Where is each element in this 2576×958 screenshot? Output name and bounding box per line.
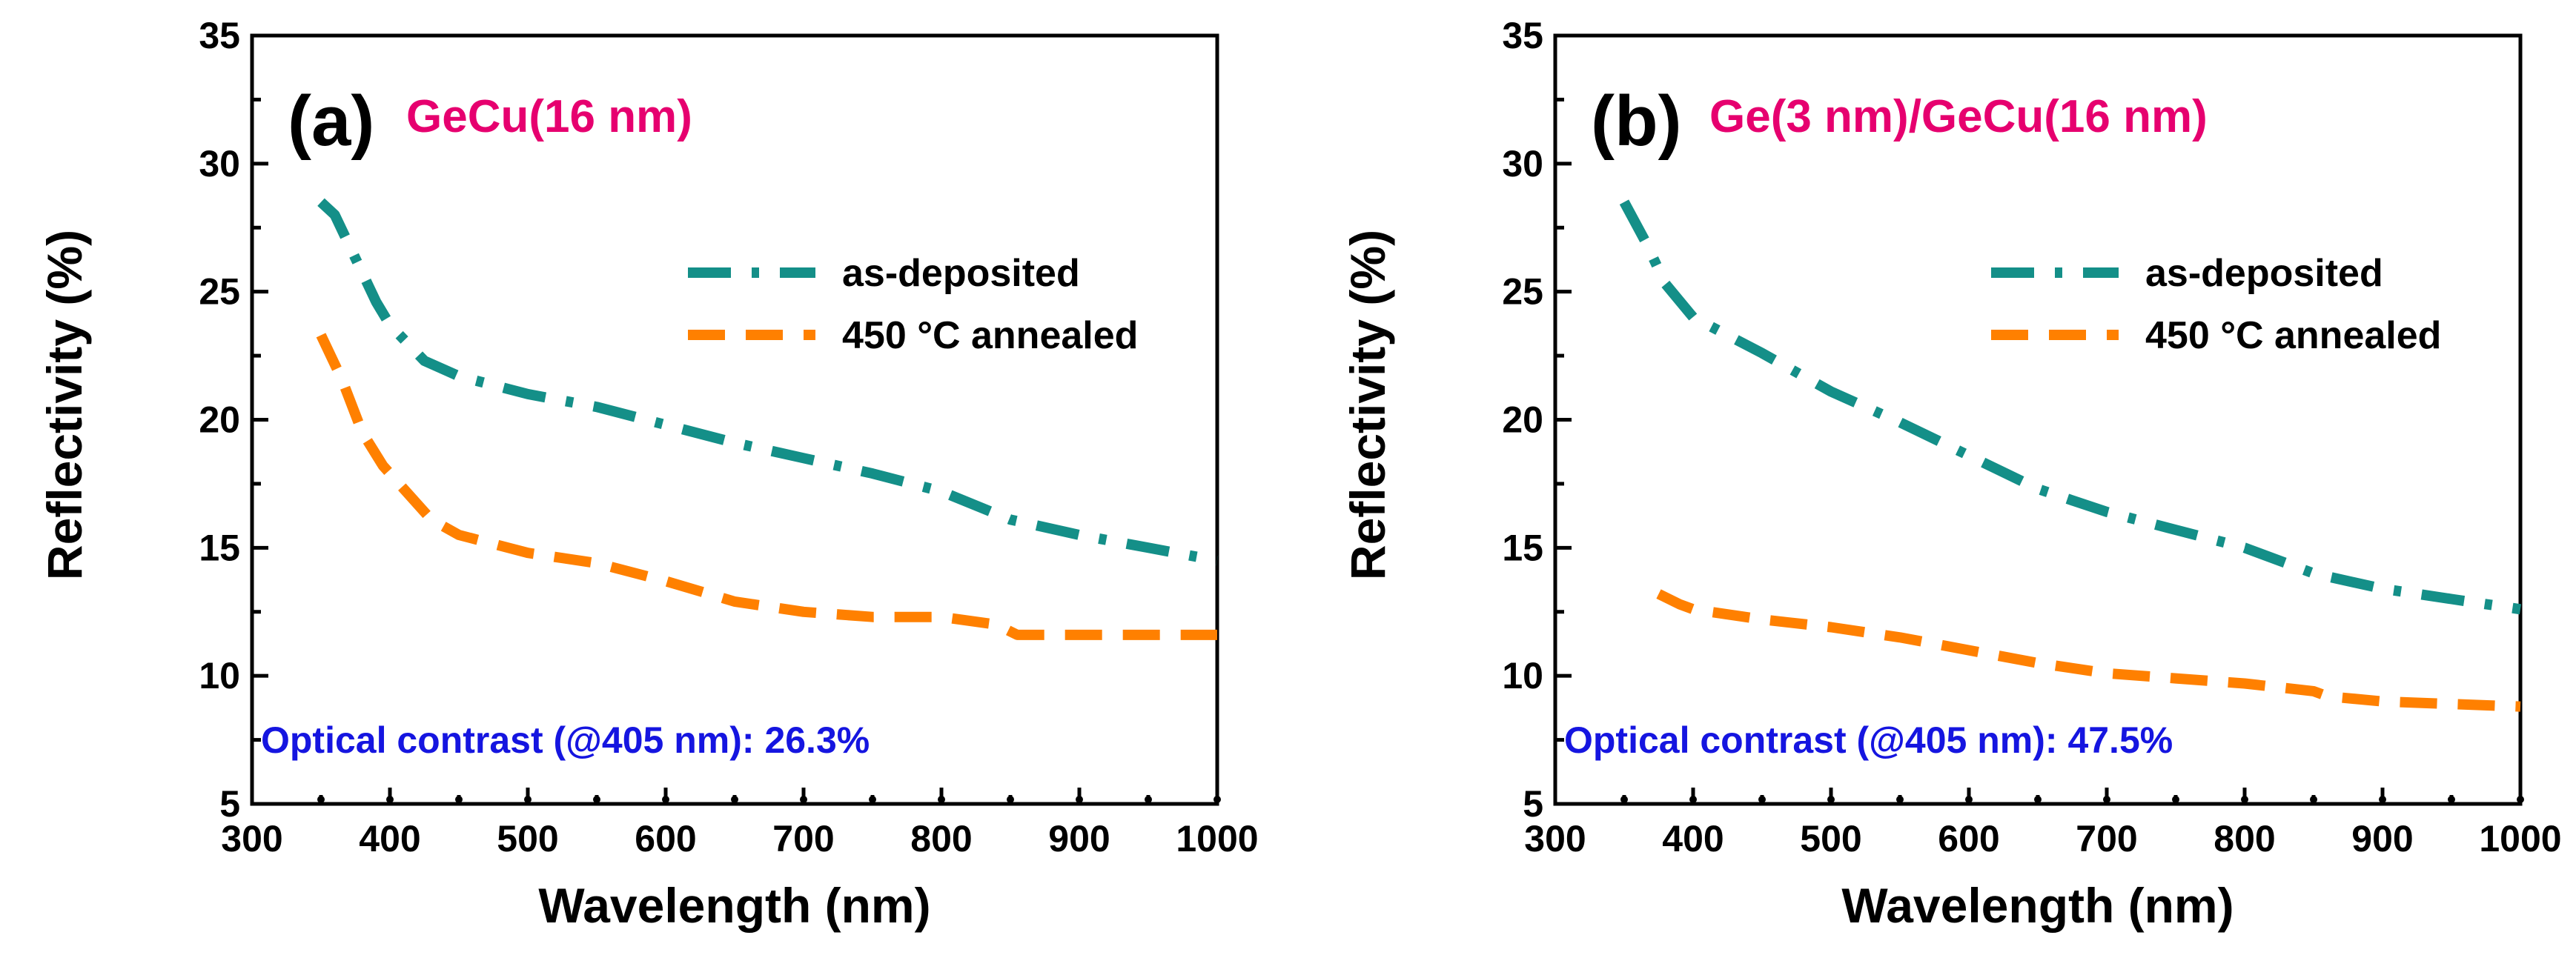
series-line-as-deposited xyxy=(1619,199,2522,615)
y-tick-label: 20 xyxy=(1502,399,1543,441)
x-tick-label: 700 xyxy=(772,818,834,859)
x-axis-dot xyxy=(2517,796,2524,803)
y-tick-label: 5 xyxy=(1523,783,1543,825)
legend-label: as-deposited xyxy=(2145,252,2383,295)
panel-label: (a) xyxy=(288,82,374,161)
y-axis-title: Reflectivity (%) xyxy=(1340,230,1395,580)
legend-label: 450 °C annealed xyxy=(2145,314,2441,357)
series-line-annealed xyxy=(1656,589,2521,712)
y-tick-label: 10 xyxy=(1502,655,1543,696)
panel-b: 300 400 500 600 700 800 900 1000 5 10 15 20 25 30 35 Wa… xyxy=(1340,15,2562,933)
x-tick-label: 900 xyxy=(1048,818,1110,859)
x-tick-label: 400 xyxy=(359,818,420,859)
x-tick-label: 800 xyxy=(910,818,972,859)
y-tick-label: 25 xyxy=(199,271,240,313)
x-axis-dot xyxy=(317,796,325,803)
x-tick-label: 700 xyxy=(2076,818,2137,859)
y-tick-label: 5 xyxy=(219,783,240,825)
legend-label: 450 °C annealed xyxy=(842,314,1138,357)
x-tick-label: 900 xyxy=(2351,818,2413,859)
x-axis-dot xyxy=(1620,796,1628,803)
series-line-annealed xyxy=(316,333,1217,640)
x-tick-label: 600 xyxy=(1938,818,1999,859)
x-tick-label: 800 xyxy=(2214,818,2275,859)
y-tick-label: 15 xyxy=(199,527,240,568)
y-tick-label: 35 xyxy=(1502,15,1543,56)
sample-label: GeCu(16 nm) xyxy=(406,91,692,142)
optical-contrast-annotation: Optical contrast (@405 nm): 47.5% xyxy=(1564,719,2173,761)
x-axis-dot xyxy=(2172,796,2179,803)
legend-label: as-deposited xyxy=(842,252,1080,295)
x-axis-dot xyxy=(386,796,394,803)
x-axis-dot xyxy=(2103,796,2110,803)
y-tick-label: 10 xyxy=(199,655,240,696)
x-axis-title: Wavelength (nm) xyxy=(1841,878,2234,933)
panel-label: (b) xyxy=(1591,82,1682,161)
x-axis-title: Wavelength (nm) xyxy=(538,878,930,933)
x-axis-dot xyxy=(2310,796,2317,803)
x-axis-dot xyxy=(2241,796,2248,803)
x-tick-label: 1000 xyxy=(1176,818,1258,859)
y-tick-label: 30 xyxy=(1502,143,1543,184)
y-tick-label: 15 xyxy=(1502,527,1543,568)
x-axis-dot xyxy=(1827,796,1835,803)
x-axis-dot xyxy=(938,796,945,803)
x-tick-label: 300 xyxy=(221,818,282,859)
y-tick-label: 20 xyxy=(199,399,240,441)
x-tick-label: 600 xyxy=(635,818,696,859)
y-tick-label: 25 xyxy=(1502,271,1543,313)
x-axis-dot xyxy=(2448,796,2455,803)
y-tick-label: 30 xyxy=(199,143,240,184)
sample-label: Ge(3 nm)/GeCu(16 nm) xyxy=(1709,91,2208,142)
y-axis-title: Reflectivity (%) xyxy=(37,230,92,580)
x-axis-dot xyxy=(731,796,738,803)
x-axis-dot xyxy=(869,796,876,803)
x-axis-dot xyxy=(1896,796,1904,803)
x-axis-dot xyxy=(455,796,463,803)
x-axis-dot xyxy=(1145,796,1152,803)
x-axis-dot xyxy=(1007,796,1014,803)
x-axis-dot xyxy=(1213,796,1221,803)
x-axis-dot xyxy=(800,796,807,803)
y-tick-label: 35 xyxy=(199,15,240,56)
x-tick-label: 300 xyxy=(1524,818,1586,859)
x-axis-dot xyxy=(1076,796,1083,803)
x-axis-dot xyxy=(1689,796,1697,803)
x-axis-dot xyxy=(2379,796,2386,803)
x-axis-dot xyxy=(662,796,669,803)
x-tick-label: 500 xyxy=(497,818,558,859)
x-axis-dot xyxy=(1965,796,1973,803)
panel-a: 300 400 500 600 700 800 900 1000 5 10 15 20 25 30 35 Wa… xyxy=(37,15,1259,933)
x-tick-label: 400 xyxy=(1662,818,1724,859)
optical-contrast-annotation: Optical contrast (@405 nm): 26.3% xyxy=(261,719,870,761)
x-tick-label: 500 xyxy=(1800,818,1861,859)
x-axis-dot xyxy=(2034,796,2042,803)
x-axis-dot xyxy=(593,796,600,803)
series-line-as-deposited xyxy=(317,198,1219,566)
x-axis-dot xyxy=(524,796,532,803)
x-axis-dot xyxy=(1758,796,1766,803)
x-tick-label: 1000 xyxy=(2479,818,2561,859)
